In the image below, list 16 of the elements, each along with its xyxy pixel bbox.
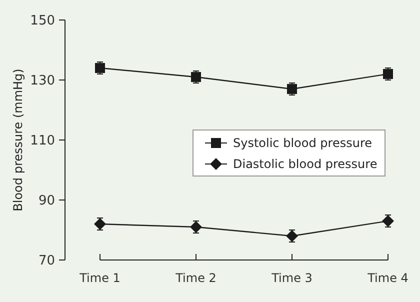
point <box>190 221 202 233</box>
point <box>286 230 298 242</box>
y-tick-label: 110 <box>30 134 55 149</box>
y-axis-title: Blood pressure (mmHg) <box>11 68 25 212</box>
x-tick-label: Time 1 <box>78 271 120 285</box>
y-tick-label: 90 <box>38 194 55 209</box>
x-tick-label: Time 4 <box>366 271 408 285</box>
legend-label: Systolic blood pressure <box>233 136 372 150</box>
y-tick-label: 150 <box>30 14 55 29</box>
legend-label: Diastolic blood pressure <box>233 157 378 172</box>
point <box>94 218 106 230</box>
x-tick-label: Time 3 <box>270 271 312 285</box>
y-tick-label: 130 <box>30 74 55 89</box>
point <box>382 215 394 227</box>
y-tick-label: 70 <box>38 254 55 269</box>
x-tick-label: Time 2 <box>174 271 216 285</box>
